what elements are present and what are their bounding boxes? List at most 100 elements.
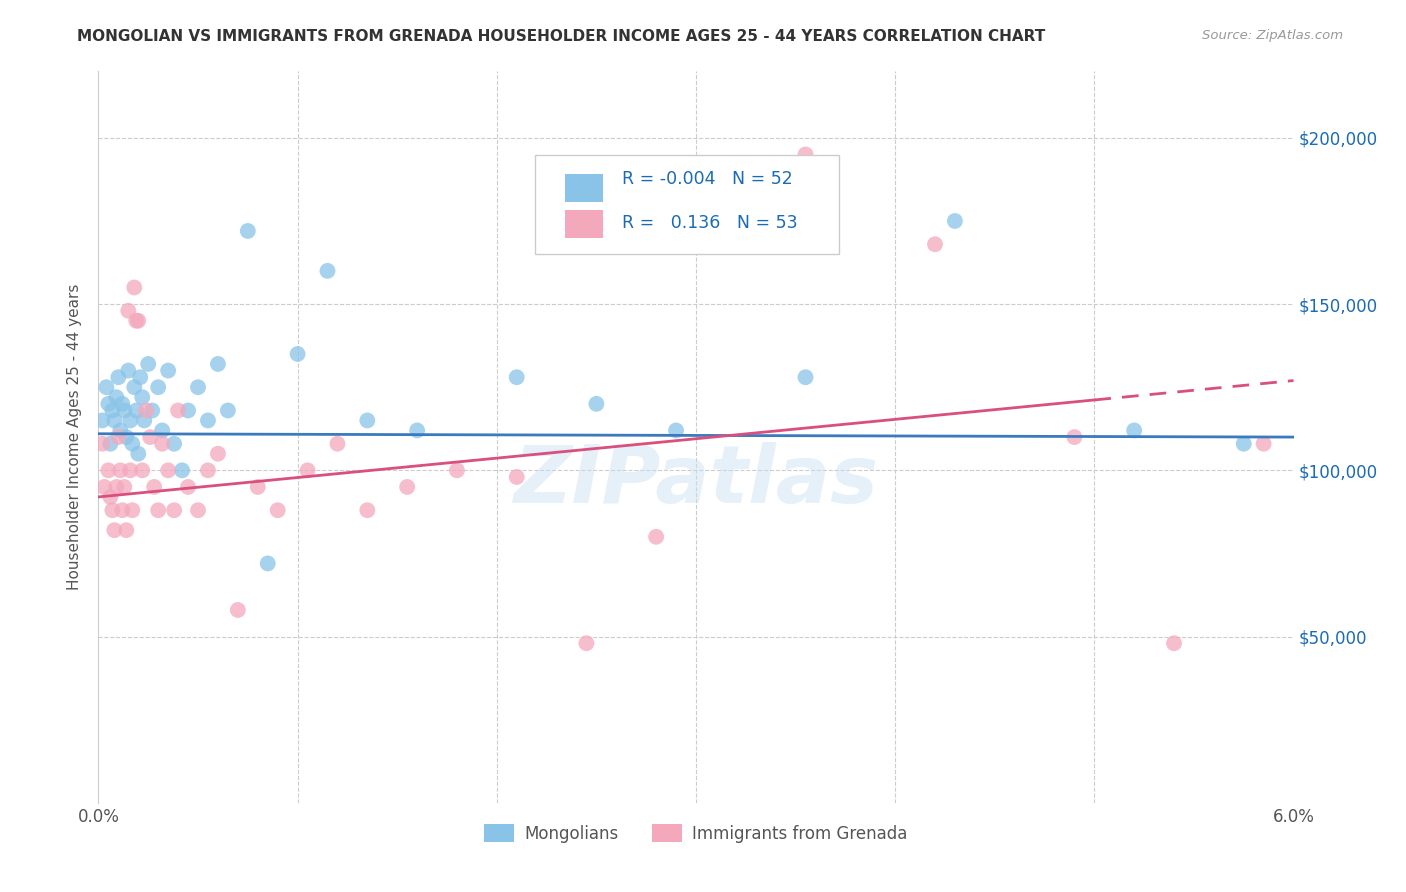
Point — [143, 480, 166, 494]
Text: Source: ZipAtlas.com: Source: ZipAtlas.com — [1202, 29, 1343, 42]
Point — [665, 424, 688, 438]
Point — [139, 430, 162, 444]
Point — [110, 424, 132, 438]
Point — [105, 480, 128, 494]
Text: R = -0.004   N = 52: R = -0.004 N = 52 — [621, 169, 793, 188]
Point — [103, 523, 125, 537]
Point — [111, 503, 134, 517]
Point — [163, 436, 186, 450]
Point — [924, 237, 946, 252]
Point — [585, 397, 607, 411]
Point — [446, 463, 468, 477]
Point — [148, 503, 170, 517]
Point — [256, 557, 278, 571]
Point — [1063, 430, 1085, 444]
Point — [575, 636, 598, 650]
Point — [297, 463, 319, 477]
Point — [794, 147, 817, 161]
Point — [136, 357, 159, 371]
Point — [121, 503, 143, 517]
Point — [124, 280, 146, 294]
Point — [246, 480, 269, 494]
Point — [150, 424, 173, 438]
Point — [794, 370, 817, 384]
Point — [197, 413, 219, 427]
Point — [105, 390, 128, 404]
Point — [117, 303, 139, 318]
Point — [115, 430, 138, 444]
Point — [1233, 436, 1256, 450]
FancyBboxPatch shape — [565, 174, 603, 202]
Point — [1163, 636, 1185, 650]
Text: ZIPatlas: ZIPatlas — [513, 442, 879, 520]
Point — [187, 503, 209, 517]
Point — [131, 463, 153, 477]
Point — [115, 523, 138, 537]
Point — [197, 463, 219, 477]
Point — [112, 403, 135, 417]
Point — [134, 413, 156, 427]
Point — [177, 480, 200, 494]
Point — [316, 264, 339, 278]
Point — [91, 413, 114, 427]
Point — [125, 403, 148, 417]
Point — [396, 480, 419, 494]
Point — [96, 380, 118, 394]
Point — [127, 314, 149, 328]
Point — [506, 470, 529, 484]
Point — [217, 403, 239, 417]
Point — [120, 463, 142, 477]
Point — [506, 370, 529, 384]
Point — [356, 413, 378, 427]
Point — [267, 503, 290, 517]
Point — [125, 314, 148, 328]
Point — [207, 447, 229, 461]
Point — [131, 390, 153, 404]
Point — [141, 403, 163, 417]
Point — [101, 403, 124, 417]
Point — [163, 503, 186, 517]
Text: MONGOLIAN VS IMMIGRANTS FROM GRENADA HOUSEHOLDER INCOME AGES 25 - 44 YEARS CORRE: MONGOLIAN VS IMMIGRANTS FROM GRENADA HOU… — [77, 29, 1046, 44]
Y-axis label: Householder Income Ages 25 - 44 years: Householder Income Ages 25 - 44 years — [67, 284, 83, 591]
Point — [91, 436, 114, 450]
Point — [103, 413, 125, 427]
Point — [121, 436, 143, 450]
Point — [97, 463, 120, 477]
Point — [117, 363, 139, 377]
Point — [112, 480, 135, 494]
Point — [111, 397, 134, 411]
Point — [356, 503, 378, 517]
Legend: Mongolians, Immigrants from Grenada: Mongolians, Immigrants from Grenada — [478, 818, 914, 849]
Point — [1123, 424, 1146, 438]
Point — [101, 503, 124, 517]
Point — [107, 430, 129, 444]
Point — [129, 370, 152, 384]
Point — [98, 436, 122, 450]
Point — [177, 403, 200, 417]
FancyBboxPatch shape — [534, 155, 839, 254]
Point — [172, 463, 194, 477]
Point — [107, 370, 129, 384]
Point — [157, 363, 180, 377]
FancyBboxPatch shape — [565, 211, 603, 238]
Text: R =   0.136   N = 53: R = 0.136 N = 53 — [621, 214, 797, 232]
Point — [110, 463, 132, 477]
Point — [93, 480, 115, 494]
Point — [236, 224, 259, 238]
Point — [226, 603, 249, 617]
Point — [148, 380, 170, 394]
Point — [97, 397, 120, 411]
Point — [98, 490, 122, 504]
Point — [326, 436, 349, 450]
Point — [207, 357, 229, 371]
Point — [157, 463, 180, 477]
Point — [406, 424, 429, 438]
Point — [187, 380, 209, 394]
Point — [135, 403, 157, 417]
Point — [1253, 436, 1275, 450]
Point — [645, 530, 668, 544]
Point — [124, 380, 146, 394]
Point — [287, 347, 309, 361]
Point — [150, 436, 173, 450]
Point — [127, 447, 149, 461]
